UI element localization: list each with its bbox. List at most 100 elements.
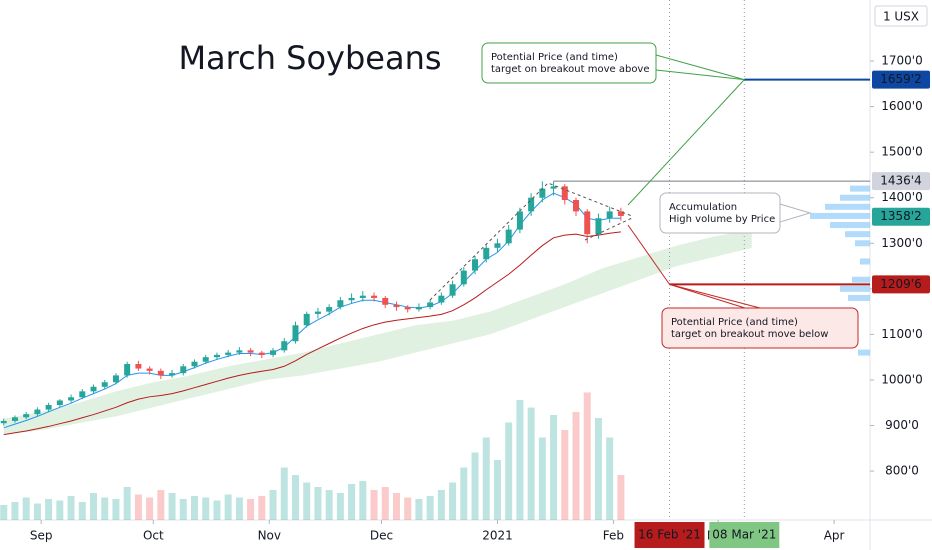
candle-body [34,409,41,415]
price-label-box [872,172,930,191]
y-tick-label: 1400'0 [881,190,922,204]
annotation-text: High volume by Price [669,214,775,225]
candle-body [382,297,389,305]
volume-bar [314,487,322,520]
volume-bar [157,490,165,520]
volume-bar [101,497,109,520]
volume-bar [224,494,232,520]
volume-bar [617,475,625,520]
volume-bar [348,484,356,520]
volume-bar [493,460,501,520]
volume-bar [45,499,53,520]
volume-bar [415,499,423,520]
candle-body [292,325,299,342]
x-tick-label: Dec [370,529,393,543]
volume-bar [471,452,479,520]
candle-body [371,295,378,298]
target-line-down [669,283,761,309]
volume-bar [33,503,41,520]
volume-bar [134,494,142,520]
candle-body [281,341,288,351]
candle-body [438,295,445,303]
candle-body [427,302,434,308]
volume-bar [482,437,490,520]
candle-body [449,284,456,296]
y-tick-label: 1100'0 [881,327,922,341]
y-tick-label: 800'0 [885,464,919,478]
volume-bar [190,496,198,520]
x-tick-label: Sep [30,529,53,543]
annotation-box [481,42,657,84]
y-tick-label: 1600'0 [881,99,922,113]
volume-bar [583,392,591,520]
date-marker-label: 08 Mar '21 [712,528,776,542]
volume-profile-bar [848,294,870,301]
volume-bar [146,497,154,520]
volume-bar [11,502,19,520]
candle-body [124,364,131,376]
candle-body [483,247,490,260]
volume-bar [67,496,75,520]
annotation-text: Accumulation [669,202,737,213]
volume-bar [280,467,288,520]
candle-body [415,307,422,310]
volume-bar [22,497,30,520]
target-line-up [655,54,745,81]
candle-body [348,297,355,301]
candle-body [202,357,209,362]
candle-body [23,414,30,418]
candle-body [68,397,75,401]
volume-bar [460,467,468,520]
candle-body [0,420,7,424]
volume-profile-bar [845,231,870,238]
volume-profile-bar [858,349,870,356]
volume-profile-bar [840,194,870,201]
volume-bar [561,430,569,520]
volume-profile-bar [860,258,870,265]
volume-bar [0,505,8,520]
annotation-text: Potential Price (and time) [671,317,798,328]
candle-body [550,186,557,189]
candle-body [539,188,546,198]
price-label: 1358'2 [880,209,921,223]
candle-body [101,382,108,387]
volume-bar [112,499,120,520]
candle-body [146,368,153,371]
candle-body [494,243,501,248]
candle-body [606,211,613,219]
candle-body [303,313,310,326]
volume-profile-bar [840,285,870,292]
candle-body [505,229,512,244]
volume-profile-bar [852,276,870,283]
ma-slow-line [3,231,621,436]
candle-body [516,211,523,230]
date-marker-box [709,522,780,548]
candle-body [213,354,220,358]
volume-bar [213,500,221,520]
volume-bar [179,499,187,520]
candle-body [225,352,232,355]
x-tick-label: Feb [603,529,624,543]
candle-body [90,386,97,392]
candle-body [528,197,535,212]
triangle-lower [584,217,633,241]
volume-bar [426,496,434,520]
unit-box[interactable] [874,5,928,27]
candle-body [404,307,411,310]
annotation-text: target on breakout move below [671,329,828,340]
candle-body [460,270,467,285]
triangle-upper [429,182,633,301]
y-tick-label: 1000'0 [881,372,922,386]
candle-body [45,405,52,410]
volume-bar [606,437,614,520]
volume-bar [247,499,255,520]
candle-body [112,375,119,383]
price-label: 1209'6 [880,277,921,291]
volume-bar [258,496,266,520]
volume-bar [235,497,243,520]
volume-bar [202,497,210,520]
target-line-up [627,79,745,206]
volume-bar [336,493,344,520]
volume-profile-bar [810,212,870,219]
volume-profile-bar [850,185,870,192]
